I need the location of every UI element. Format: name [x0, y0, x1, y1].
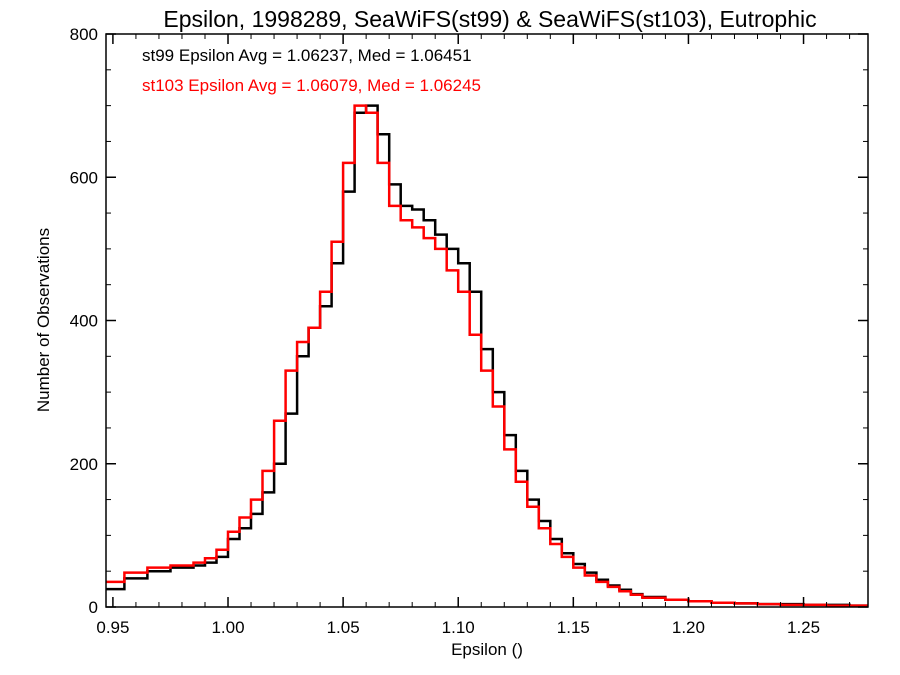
y-tick-label: 0: [89, 598, 98, 617]
data-layer: [106, 104, 868, 607]
y-tick-label: 400: [70, 312, 98, 331]
chart-title: Epsilon, 1998289, SeaWiFS(st99) & SeaWiF…: [163, 6, 816, 32]
x-tick-label: 1.05: [327, 618, 360, 637]
x-tick-label: 1.10: [442, 618, 475, 637]
y-tick-label: 200: [70, 455, 98, 474]
x-tick-label: 0.95: [96, 618, 129, 637]
axes-layer: [105, 33, 869, 608]
annotation-st99: st99 Epsilon Avg = 1.06237, Med = 1.0645…: [142, 46, 472, 65]
series-0-line: [106, 104, 868, 607]
x-tick-label: 1.25: [787, 618, 820, 637]
x-tick-label: 1.00: [211, 618, 244, 637]
y-tick-label: 800: [70, 25, 98, 44]
annotation-st103: st103 Epsilon Avg = 1.06079, Med = 1.062…: [142, 76, 481, 95]
x-axis-label: Epsilon (): [451, 640, 523, 659]
y-tick-label: 600: [70, 168, 98, 187]
x-tick-label: 1.20: [672, 618, 705, 637]
y-axis-label: Number of Observations: [34, 228, 53, 412]
x-tick-label: 1.15: [557, 618, 590, 637]
ticks-layer: 0.95 1.00 1.05 1.10 1.15 1.20 1.25 0 200 400 600 80…: [70, 25, 868, 637]
plot-frame: [105, 33, 869, 608]
series-1-line: [106, 104, 868, 607]
